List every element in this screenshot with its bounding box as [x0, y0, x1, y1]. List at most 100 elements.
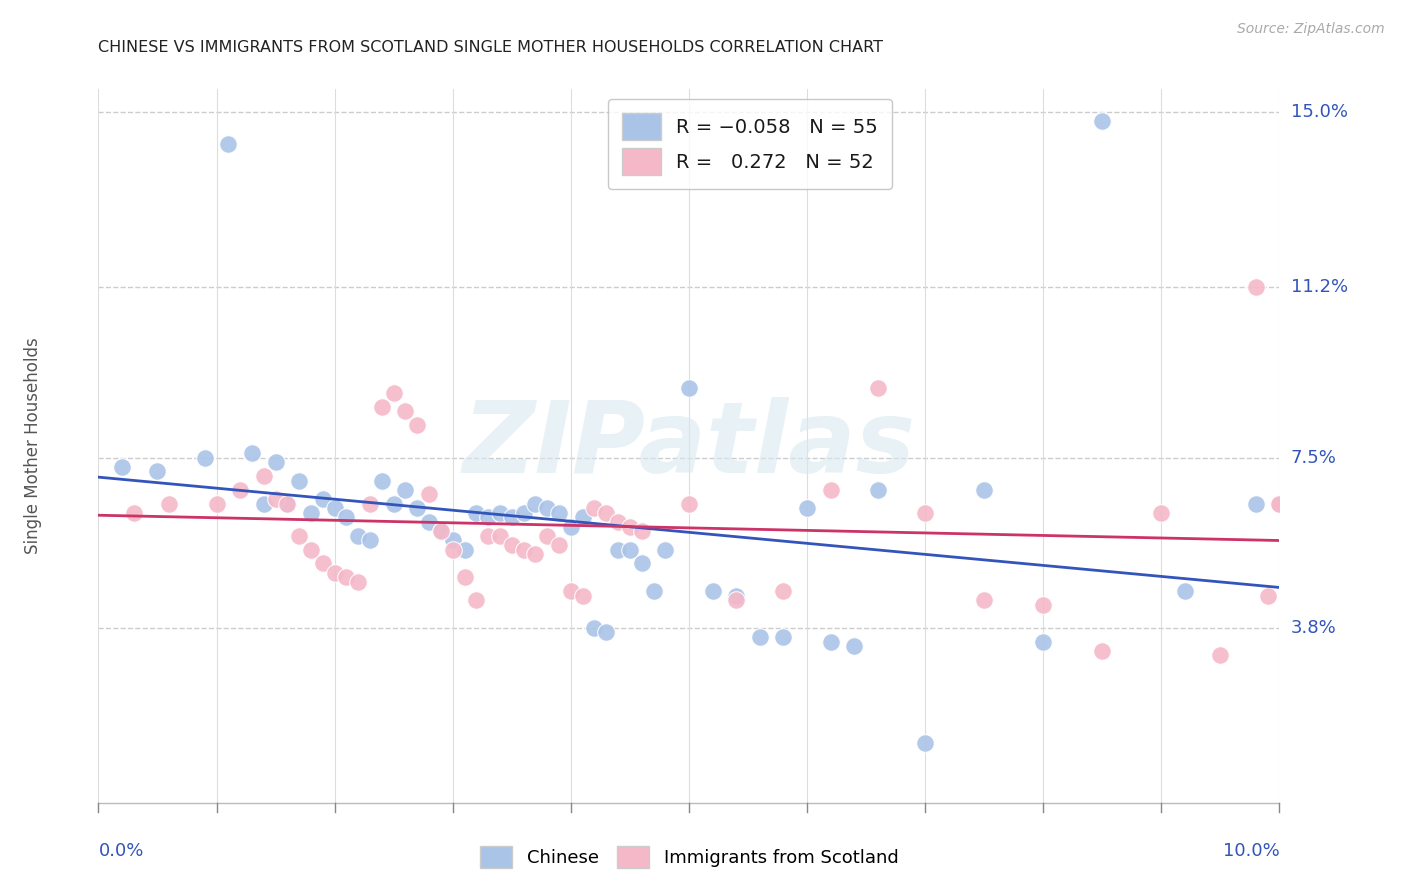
Point [335, 510, 357, 524]
Point [725, 593, 748, 607]
Point [347, 529, 370, 543]
Point [583, 621, 606, 635]
Point [866, 381, 889, 395]
Point [548, 506, 571, 520]
Text: 7.5%: 7.5% [1291, 449, 1337, 467]
Point [382, 497, 405, 511]
Point [359, 533, 381, 548]
Point [465, 593, 488, 607]
Point [560, 584, 582, 599]
Point [430, 524, 453, 538]
Legend: Chinese, Immigrants from Scotland: Chinese, Immigrants from Scotland [468, 835, 910, 879]
Point [288, 474, 311, 488]
Point [630, 557, 652, 571]
Point [866, 483, 889, 497]
Point [571, 510, 593, 524]
Point [560, 519, 582, 533]
Point [914, 506, 936, 520]
Point [453, 570, 475, 584]
Text: 0.0%: 0.0% [98, 842, 143, 860]
Text: ZIPatlas: ZIPatlas [463, 398, 915, 494]
Point [205, 497, 228, 511]
Point [796, 501, 818, 516]
Point [406, 418, 429, 433]
Point [335, 570, 357, 584]
Text: Single Mother Households: Single Mother Households [24, 338, 42, 554]
Point [406, 501, 429, 516]
Point [312, 491, 335, 506]
Point [276, 497, 298, 511]
Point [501, 538, 523, 552]
Point [748, 630, 770, 644]
Point [382, 386, 405, 401]
Point [299, 542, 322, 557]
Point [1174, 584, 1197, 599]
Point [430, 524, 453, 538]
Point [394, 483, 416, 497]
Point [465, 506, 488, 520]
Point [453, 542, 475, 557]
Point [1209, 648, 1232, 663]
Point [1257, 589, 1279, 603]
Text: 10.0%: 10.0% [1223, 842, 1279, 860]
Point [441, 542, 464, 557]
Point [312, 557, 335, 571]
Point [595, 506, 617, 520]
Point [1032, 598, 1054, 612]
Point [678, 381, 700, 395]
Point [619, 519, 641, 533]
Point [253, 469, 276, 483]
Point [253, 497, 276, 511]
Point [489, 506, 512, 520]
Point [702, 584, 724, 599]
Point [643, 584, 665, 599]
Point [157, 497, 180, 511]
Point [1091, 114, 1114, 128]
Text: 15.0%: 15.0% [1291, 103, 1347, 121]
Point [122, 506, 145, 520]
Text: Source: ZipAtlas.com: Source: ZipAtlas.com [1237, 22, 1385, 37]
Text: 11.2%: 11.2% [1291, 278, 1348, 296]
Point [418, 515, 440, 529]
Point [1268, 497, 1291, 511]
Point [347, 574, 370, 589]
Point [323, 566, 346, 580]
Point [1032, 634, 1054, 648]
Point [359, 497, 381, 511]
Point [371, 474, 394, 488]
Point [536, 501, 558, 516]
Point [607, 542, 630, 557]
Point [548, 538, 571, 552]
Point [973, 483, 995, 497]
Point [512, 506, 534, 520]
Point [477, 510, 499, 524]
Point [1244, 280, 1267, 294]
Point [264, 491, 287, 506]
Point [146, 464, 169, 478]
Point [1091, 644, 1114, 658]
Point [276, 497, 298, 511]
Point [501, 510, 523, 524]
Point [489, 529, 512, 543]
Point [524, 547, 547, 561]
Point [441, 533, 464, 548]
Point [583, 501, 606, 516]
Point [217, 137, 239, 152]
Point [772, 584, 794, 599]
Point [973, 593, 995, 607]
Point [630, 524, 652, 538]
Point [512, 542, 534, 557]
Point [619, 542, 641, 557]
Point [524, 497, 547, 511]
Point [264, 455, 287, 469]
Point [1268, 497, 1291, 511]
Point [820, 483, 842, 497]
Point [111, 459, 134, 474]
Text: CHINESE VS IMMIGRANTS FROM SCOTLAND SINGLE MOTHER HOUSEHOLDS CORRELATION CHART: CHINESE VS IMMIGRANTS FROM SCOTLAND SING… [98, 40, 883, 55]
Point [1150, 506, 1173, 520]
Point [299, 506, 322, 520]
Point [1244, 497, 1267, 511]
Point [194, 450, 217, 465]
Point [418, 487, 440, 501]
Point [725, 589, 748, 603]
